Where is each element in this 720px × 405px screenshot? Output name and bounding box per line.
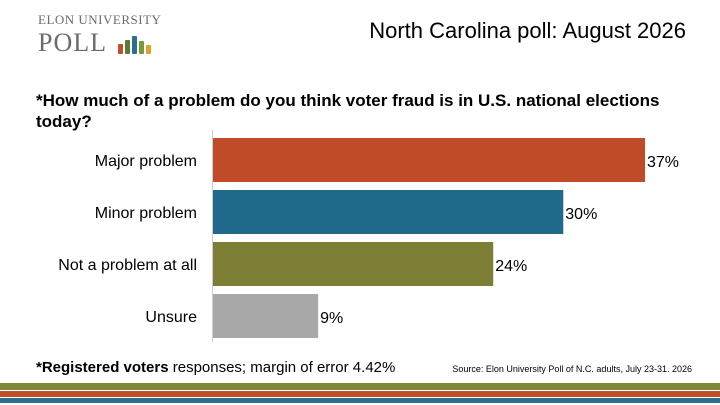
category-label: Unsure <box>145 309 197 326</box>
survey-question: *How much of a problem do you think vote… <box>36 91 660 131</box>
logo-bar <box>125 40 130 54</box>
value-label: 37% <box>647 154 679 171</box>
value-label: 30% <box>565 206 597 223</box>
logo-bar <box>146 45 151 54</box>
logo-main-text: POLL <box>38 28 107 57</box>
bar-chart: Major problem 37% Minor problem 30% Not a pr… <box>58 130 679 342</box>
footer-stripe <box>0 383 720 390</box>
elon-poll-logo: ELON UNIVERSITY POLL <box>38 12 168 60</box>
footnote: *Registered voters responses; margin of … <box>36 359 395 376</box>
value-label: 9% <box>320 310 343 327</box>
category-label: Major problem <box>95 153 197 170</box>
bar <box>213 294 319 338</box>
logo-bar <box>132 36 137 54</box>
logo-bar <box>139 41 144 54</box>
source-note: Source: Elon University Poll of N.C. adu… <box>452 364 692 374</box>
category-label: Minor problem <box>95 205 197 222</box>
page-title: North Carolina poll: August 2026 <box>369 18 686 43</box>
footnote-bold: *Registered voters <box>36 359 169 376</box>
value-label: 24% <box>495 258 527 275</box>
logo-bars-icon <box>118 36 151 54</box>
footnote-text: responses; margin of error 4.42% <box>168 359 396 376</box>
bar <box>213 190 564 234</box>
logo-top-text: ELON UNIVERSITY <box>38 12 162 27</box>
bar <box>213 242 494 286</box>
category-label: Not a problem at all <box>58 257 197 274</box>
footer-stripe <box>0 398 720 403</box>
logo-bar <box>118 44 123 54</box>
footer-stripe <box>0 391 720 397</box>
footer-stripe <box>0 403 720 405</box>
bar <box>213 138 645 182</box>
